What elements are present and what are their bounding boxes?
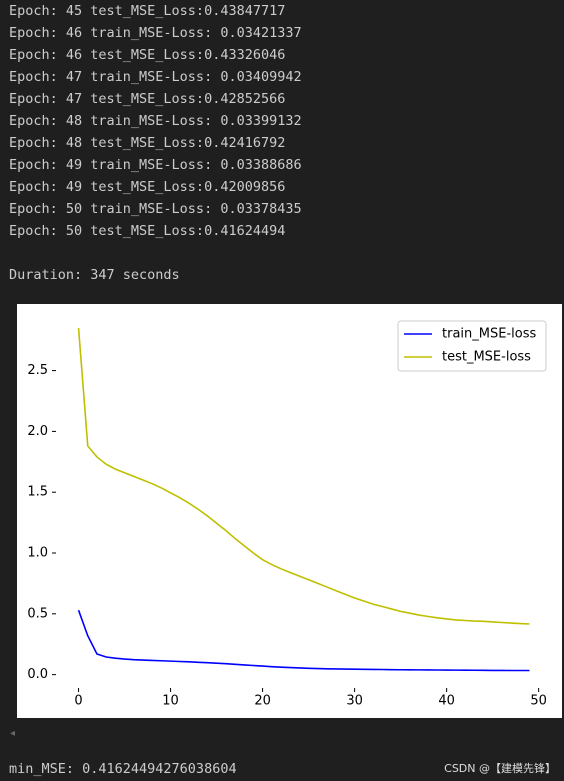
y-tick-label: 0.5 [27,606,48,621]
legend-label: train_MSE-loss [442,327,536,342]
series-line [77,609,530,672]
legend-label: test_MSE-loss [442,350,531,365]
log-line: Epoch: 50 train_MSE-Loss: 0.03378435 [9,201,302,217]
y-tick-label: 1.5 [27,485,48,500]
log-line: Epoch: 46 test_MSE_Loss:0.43326046 [9,47,285,63]
log-line: Epoch: 48 test_MSE_Loss:0.42416792 [9,135,285,151]
x-tick-label: 0 [74,694,82,709]
log-line: Epoch: 47 train_MSE-Loss: 0.03409942 [9,69,302,85]
watermark: CSDN @【建模先锋】 [444,761,556,775]
log-line: Epoch: 50 test_MSE_Loss:0.41624494 [9,223,285,239]
figure [17,304,562,718]
log-line: Epoch: 48 train_MSE-Loss: 0.03399132 [9,113,302,129]
log-line: Epoch: 49 train_MSE-Loss: 0.03388686 [9,157,302,173]
x-tick-label: 20 [254,694,271,709]
y-tick-label: 2.0 [27,424,48,439]
scroll-arrow[interactable]: ◂ [10,728,15,739]
x-tick-label: 40 [438,694,455,709]
x-tick-label: 30 [346,694,363,709]
y-tick-label: 1.0 [27,546,48,561]
log-line: Epoch: 47 test_MSE_Loss:0.42852566 [9,91,285,107]
result: min_MSE: 0.41624494276038604 [9,761,237,777]
series-line [77,327,530,625]
log-line: Epoch: 45 test_MSE_Loss:0.43847717 [9,3,285,19]
log-line: Epoch: 46 train_MSE-Loss: 0.03421337 [9,25,302,41]
y-tick-label: 2.5 [27,363,48,378]
legend-box [397,320,547,372]
x-tick-label: 50 [530,694,547,709]
duration: Duration: 347 seconds [9,267,180,283]
log-line: Epoch: 49 test_MSE_Loss:0.42009856 [9,179,285,195]
y-tick-label: 0.0 [27,667,48,682]
x-tick-label: 10 [162,694,179,709]
